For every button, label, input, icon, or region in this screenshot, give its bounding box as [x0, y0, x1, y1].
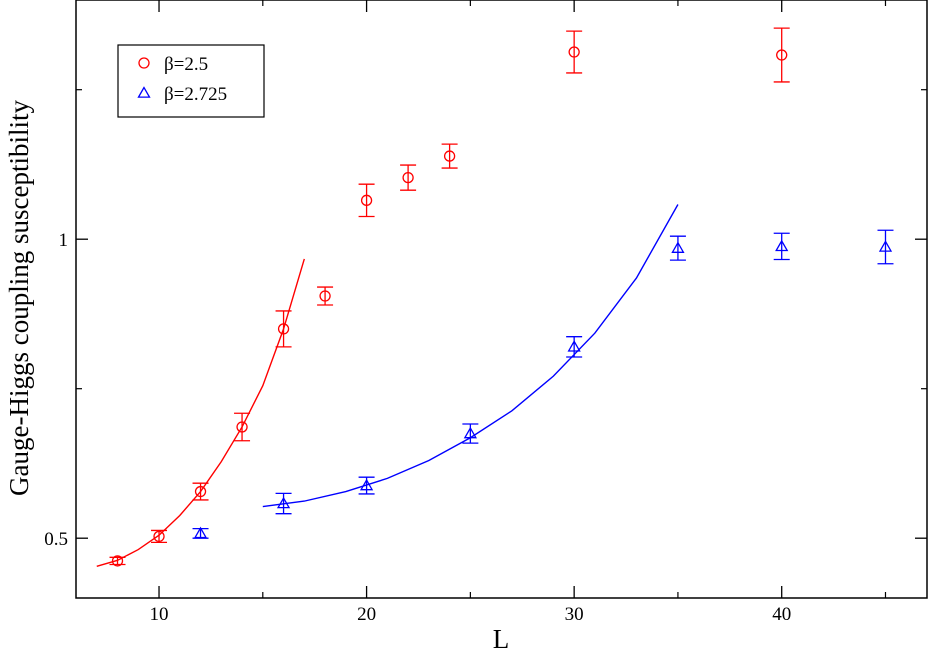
- data-point-triangle: [276, 496, 291, 509]
- error-bar: [773, 232, 790, 261]
- error-bar: [400, 164, 417, 191]
- data-point-circle: [443, 150, 456, 162]
- x-tick-labels: 10 20 30 40: [150, 604, 792, 625]
- x-tick-label: 30: [565, 604, 584, 625]
- x-axis-title: L: [493, 624, 510, 654]
- data-markers: [111, 46, 893, 567]
- error-bar: [566, 30, 583, 74]
- fit-curves: [96, 204, 679, 567]
- y-tick-labels: 0.51: [44, 230, 68, 550]
- x-tick-label: 40: [772, 604, 791, 625]
- x-tick-label: 20: [357, 604, 376, 625]
- legend-marker-circle: [138, 57, 150, 69]
- data-point-circle: [153, 530, 165, 543]
- error-bar: [234, 412, 251, 442]
- fit-curve-2: [262, 204, 679, 508]
- y-tick-label: 0.5: [44, 529, 68, 550]
- legend-box: [117, 44, 265, 118]
- data-point-triangle: [671, 241, 685, 253]
- error-bar: [441, 143, 458, 169]
- data-point-circle: [360, 194, 373, 206]
- error-bar: [151, 529, 168, 544]
- error-bar: [317, 286, 334, 306]
- data-point-circle: [776, 49, 788, 61]
- plot-frame: [75, 0, 928, 599]
- data-point-circle: [568, 46, 580, 58]
- y-tick-label: 1: [59, 230, 69, 251]
- error-bar: [773, 27, 790, 83]
- data-point-circle: [236, 421, 248, 433]
- data-point-triangle: [567, 340, 581, 352]
- data-point-triangle: [359, 478, 374, 491]
- fit-curve-1: [96, 258, 305, 567]
- error-bar: [275, 310, 292, 348]
- data-point-circle: [111, 555, 124, 567]
- error-bar: [566, 336, 583, 358]
- data-point-triangle: [775, 239, 789, 252]
- data-point-triangle: [878, 240, 893, 252]
- legend: β=2.5 β=2.725: [117, 44, 265, 118]
- axis-ticks: [76, 0, 927, 598]
- error-bar: [109, 556, 126, 566]
- data-point-circle: [194, 485, 207, 498]
- data-point-circle: [319, 290, 331, 302]
- legend-label: β=2.5: [164, 54, 208, 75]
- error-bars: [109, 27, 894, 566]
- x-tick-label: 10: [150, 604, 169, 625]
- data-point-triangle: [463, 426, 477, 439]
- legend-label: β=2.725: [164, 84, 227, 105]
- legend-marker-triangle: [137, 86, 151, 98]
- error-bar: [877, 229, 894, 265]
- data-point-circle: [277, 323, 290, 335]
- error-bar: [358, 183, 375, 218]
- legend-items: β=2.5 β=2.725: [137, 54, 227, 105]
- data-point-triangle: [193, 526, 208, 539]
- y-axis-title: Gauge-Higgs coupling susceptibility: [4, 100, 34, 496]
- error-bar: [669, 235, 686, 261]
- data-point-circle: [402, 171, 414, 184]
